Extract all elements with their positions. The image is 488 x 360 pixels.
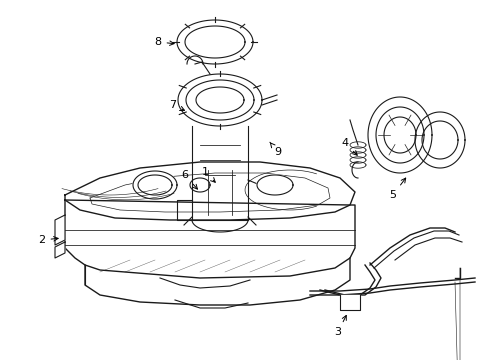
Text: 7: 7 (169, 100, 184, 111)
Polygon shape (85, 258, 349, 305)
Text: 9: 9 (269, 142, 281, 157)
Text: 3: 3 (334, 315, 346, 337)
Polygon shape (367, 97, 431, 173)
Polygon shape (257, 175, 292, 195)
Polygon shape (178, 74, 262, 126)
Text: 1: 1 (201, 167, 215, 182)
Polygon shape (65, 162, 354, 220)
Polygon shape (55, 215, 65, 245)
Polygon shape (414, 112, 464, 168)
Polygon shape (55, 242, 65, 258)
Text: 8: 8 (154, 37, 174, 47)
Polygon shape (339, 295, 359, 310)
Polygon shape (177, 20, 252, 64)
Text: 5: 5 (389, 178, 405, 200)
Text: 4: 4 (341, 138, 357, 155)
Polygon shape (133, 171, 177, 199)
Text: 6: 6 (181, 170, 197, 189)
Text: 2: 2 (39, 235, 58, 245)
Polygon shape (65, 200, 354, 278)
